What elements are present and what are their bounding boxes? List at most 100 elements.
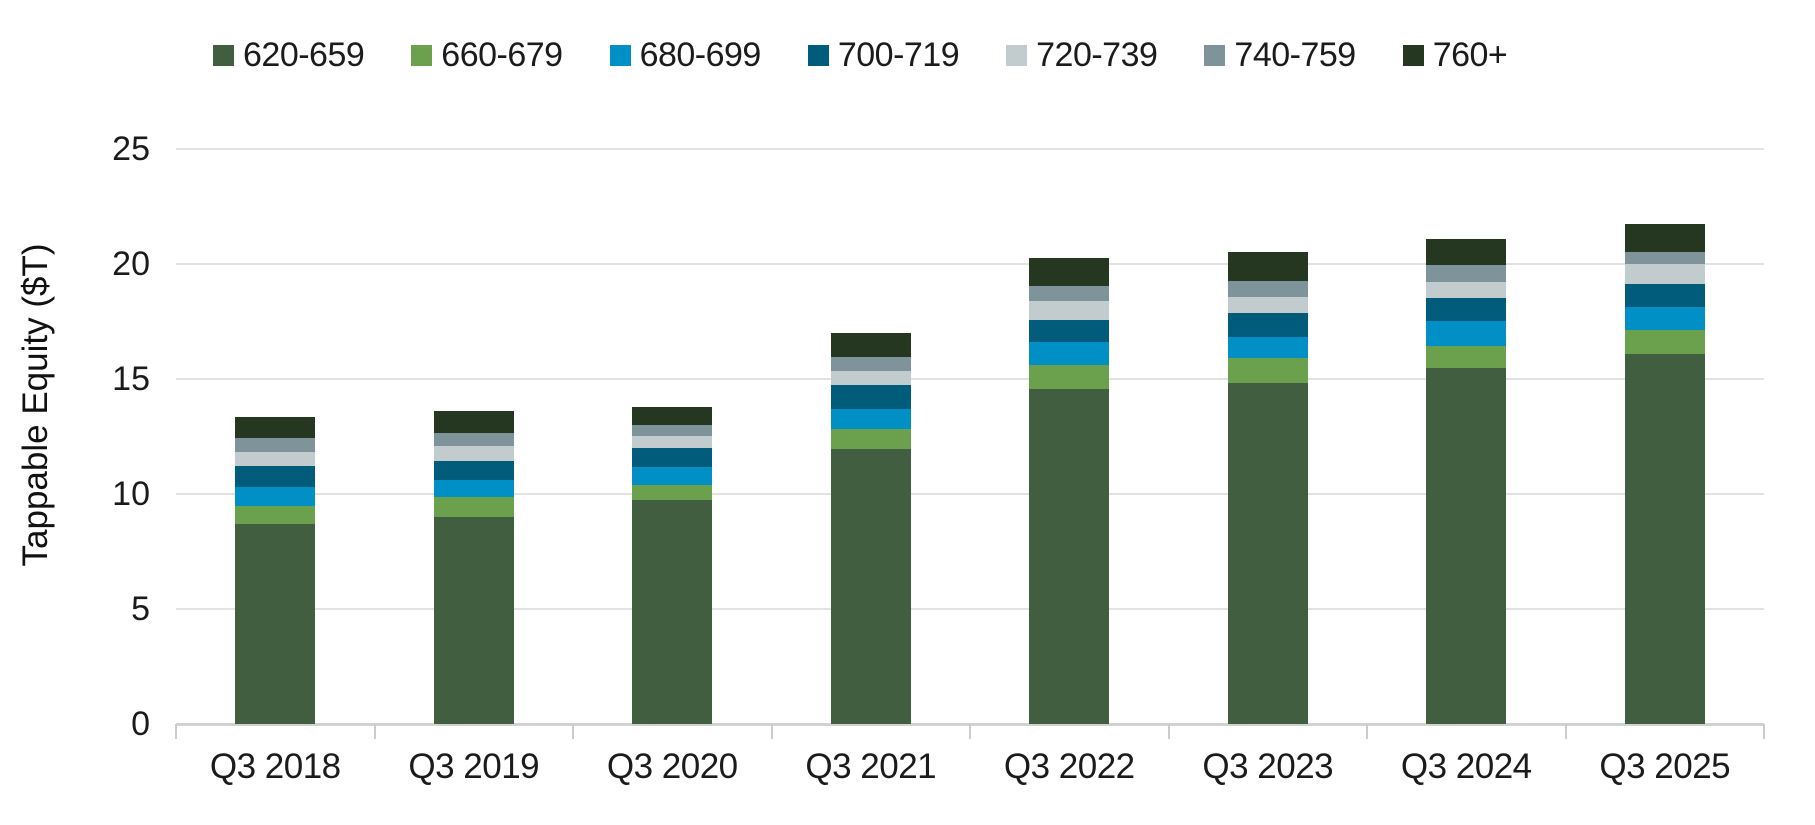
bar-segment-q3-2021-720-739 xyxy=(830,370,911,385)
legend-label: 720-739 xyxy=(1036,36,1158,74)
legend-label: 620-659 xyxy=(243,36,365,74)
x-axis-tick-mark xyxy=(770,724,773,739)
legend-swatch-icon xyxy=(411,44,433,66)
bar-segment-q3-2019-760 xyxy=(433,411,514,433)
bar-segment-q3-2020-680-699 xyxy=(632,467,713,485)
x-category-label-q3-2018: Q3 2018 xyxy=(209,747,341,786)
bar-segment-q3-2023-680-699 xyxy=(1227,336,1308,359)
bar-q3-2020 xyxy=(632,407,713,724)
bar-segment-q3-2019-720-739 xyxy=(433,446,514,462)
bar-segment-q3-2018-660-679 xyxy=(235,506,316,525)
bar-segment-q3-2022-680-699 xyxy=(1029,341,1110,365)
y-tick-label-0: 0 xyxy=(131,705,150,743)
bar-segment-q3-2025-740-759 xyxy=(1624,251,1705,264)
legend-item-620-659: 620-659 xyxy=(213,36,365,74)
bar-segment-q3-2023-700-719 xyxy=(1227,312,1308,337)
bar-segment-q3-2025-620-659 xyxy=(1624,353,1705,724)
bar-segment-q3-2022-660-679 xyxy=(1029,364,1110,389)
bar-segment-q3-2020-700-719 xyxy=(632,448,713,468)
bar-q3-2025 xyxy=(1624,223,1705,724)
x-category-label-q3-2020: Q3 2020 xyxy=(606,747,738,786)
x-axis-tick-mark xyxy=(1763,724,1765,739)
x-category-label-q3-2019: Q3 2019 xyxy=(408,747,540,786)
bar-segment-q3-2024-700-719 xyxy=(1426,298,1507,322)
x-axis-tick-mark xyxy=(572,724,574,739)
bar-q3-2019 xyxy=(433,411,514,724)
y-axis-title: Tappable Equity ($T) xyxy=(16,243,55,567)
legend-swatch-icon xyxy=(213,44,234,66)
y-tick-label-5: 5 xyxy=(131,590,150,628)
bar-segment-q3-2018-740-759 xyxy=(235,438,316,452)
bar-segment-q3-2020-720-739 xyxy=(632,436,713,449)
gridline-y-25 xyxy=(176,148,1764,150)
bar-q3-2018 xyxy=(235,416,316,724)
legend-item-760: 760+ xyxy=(1402,36,1508,74)
legend-swatch-icon xyxy=(609,44,631,66)
bar-segment-q3-2022-760 xyxy=(1029,258,1110,287)
bar-segment-q3-2022-620-659 xyxy=(1029,388,1110,724)
bar-q3-2024 xyxy=(1426,238,1507,724)
bar-segment-q3-2021-620-659 xyxy=(830,448,911,724)
legend-item-660-679: 660-679 xyxy=(411,36,563,74)
legend: 620-659 660-679 680-699 700-719 720-739 740-7… xyxy=(213,36,1508,74)
legend-swatch-icon xyxy=(1204,44,1226,66)
bar-segment-q3-2024-660-679 xyxy=(1426,345,1507,369)
bar-segment-q3-2021-740-759 xyxy=(830,356,911,371)
legend-label: 700-719 xyxy=(837,36,960,74)
legend-label: 740-759 xyxy=(1234,36,1356,74)
bar-segment-q3-2025-720-739 xyxy=(1624,263,1705,284)
bar-segment-q3-2018-720-739 xyxy=(235,451,316,467)
legend-item-740-759: 740-759 xyxy=(1204,36,1356,74)
bar-segment-q3-2020-620-659 xyxy=(632,499,713,724)
legend-swatch-icon xyxy=(1402,44,1424,66)
bar-segment-q3-2021-760 xyxy=(830,333,911,357)
plot-area xyxy=(175,148,1765,739)
x-category-label-q3-2023: Q3 2023 xyxy=(1202,747,1334,786)
bar-q3-2021 xyxy=(830,333,911,724)
x-category-label-q3-2025: Q3 2025 xyxy=(1599,747,1731,786)
y-tick-label-15: 15 xyxy=(112,360,150,398)
bar-segment-q3-2024-720-739 xyxy=(1426,281,1507,299)
bar-segment-q3-2020-760 xyxy=(632,407,713,425)
gridline-y-15 xyxy=(176,378,1764,380)
legend-item-700-719: 700-719 xyxy=(807,36,960,74)
bar-segment-q3-2023-720-739 xyxy=(1227,296,1308,313)
bar-q3-2022 xyxy=(1029,258,1110,724)
gridline-y-5 xyxy=(176,608,1764,610)
legend-label: 660-679 xyxy=(441,36,563,74)
bar-segment-q3-2023-760 xyxy=(1227,252,1308,282)
bar-segment-q3-2021-660-679 xyxy=(830,428,911,449)
x-category-label-q3-2021: Q3 2021 xyxy=(805,747,937,786)
x-axis-tick-mark xyxy=(175,724,177,739)
legend-label: 680-699 xyxy=(639,36,762,74)
bar-segment-q3-2025-680-699 xyxy=(1624,306,1705,330)
bar-segment-q3-2021-700-719 xyxy=(830,384,911,409)
gridline-y-10 xyxy=(176,493,1764,495)
legend-swatch-icon xyxy=(807,44,829,66)
bar-segment-q3-2018-760 xyxy=(235,416,316,439)
bar-segment-q3-2022-740-759 xyxy=(1029,286,1110,302)
legend-item-680-699: 680-699 xyxy=(609,36,762,74)
x-axis-tick-mark xyxy=(1564,724,1567,739)
bar-segment-q3-2025-700-719 xyxy=(1624,283,1705,307)
bar-segment-q3-2019-740-759 xyxy=(433,432,514,447)
bar-segment-q3-2019-700-719 xyxy=(433,461,514,480)
bar-segment-q3-2024-680-699 xyxy=(1426,321,1507,346)
bar-segment-q3-2019-680-699 xyxy=(433,479,514,498)
legend-swatch-icon xyxy=(1006,44,1028,66)
bar-segment-q3-2018-620-659 xyxy=(235,524,316,724)
x-axis-tick-mark xyxy=(1167,724,1170,739)
bar-segment-q3-2023-620-659 xyxy=(1227,383,1308,724)
bar-segment-q3-2019-620-659 xyxy=(433,517,514,724)
x-axis-tick-mark xyxy=(1366,724,1368,739)
gridline-y-20 xyxy=(176,263,1764,265)
legend-label: 760+ xyxy=(1432,36,1508,74)
bar-q3-2023 xyxy=(1227,252,1308,724)
bar-segment-q3-2018-680-699 xyxy=(235,487,316,507)
legend-item-720-739: 720-739 xyxy=(1006,36,1158,74)
x-axis-tick-mark xyxy=(373,724,376,739)
bar-segment-q3-2024-740-759 xyxy=(1426,264,1507,282)
bar-segment-q3-2020-740-759 xyxy=(632,424,713,437)
y-tick-label-10: 10 xyxy=(112,475,150,513)
